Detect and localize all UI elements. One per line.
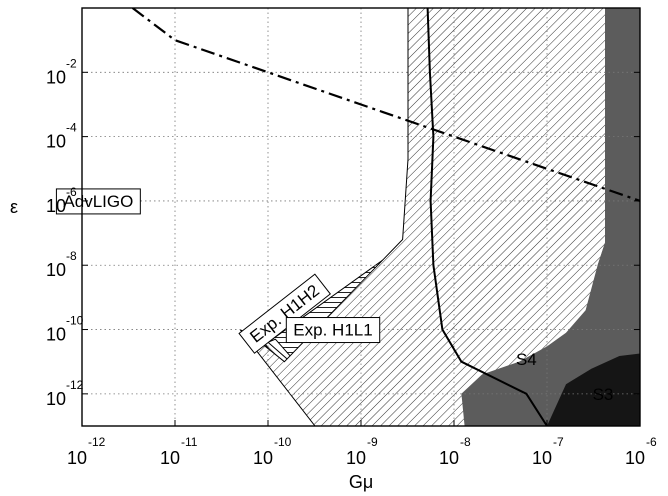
region-label-text: S3 [593, 385, 614, 404]
y-tick-exponent: -12 [66, 378, 84, 392]
y-tick-base: 10 [46, 132, 66, 152]
y-tick-label: 10-2 [46, 56, 77, 87]
y-tick-label: 10-12 [46, 378, 84, 409]
x-tick-exponent: -12 [88, 435, 106, 449]
x-tick-base: 10 [160, 448, 180, 468]
y-tick-label: 10-10 [46, 314, 84, 345]
x-tick-base: 10 [625, 448, 645, 468]
x-tick-exponent: -8 [460, 435, 471, 449]
x-tick-exponent: -9 [367, 435, 378, 449]
dash-dot-curve [131, 8, 640, 202]
region-label-box [285, 317, 381, 344]
region-label-text: AdvLIGO [63, 192, 133, 211]
region-label-s3: S3 [593, 385, 614, 404]
x-tick-exponent: -10 [274, 435, 292, 449]
region-label-box [55, 188, 141, 215]
y-tick-base: 10 [46, 67, 66, 87]
x-tick-label: 10-11 [160, 435, 198, 468]
y-tick-label: 10-6 [46, 185, 77, 216]
region-label-text: Exp. H1L1 [293, 321, 372, 340]
x-tick-label: 10-12 [67, 435, 106, 468]
x-tick-label: 10-8 [439, 435, 471, 468]
y-tick-exponent: -2 [66, 56, 77, 70]
y-tick-base: 10 [46, 325, 66, 345]
region-label-s4: S4 [516, 350, 537, 369]
x-tick-base: 10 [67, 448, 87, 468]
x-tick-exponent: -7 [553, 435, 564, 449]
x-tick-label: 10-9 [346, 435, 378, 468]
y-tick-base: 10 [46, 260, 66, 280]
region-label-exp-h1l1: Exp. H1L1 [285, 317, 381, 344]
x-tick-base: 10 [253, 448, 273, 468]
y-tick-exponent: -4 [66, 121, 77, 135]
region-label-text: S4 [516, 350, 537, 369]
y-tick-exponent: -6 [66, 185, 77, 199]
x-tick-base: 10 [346, 448, 366, 468]
x-tick-exponent: -11 [181, 435, 198, 449]
x-tick-base: 10 [439, 448, 459, 468]
x-tick-label: 10-10 [253, 435, 292, 468]
solid-curve [426, 8, 548, 426]
x-tick-label: 10-6 [625, 435, 657, 468]
x-axis-label: Gμ [349, 472, 373, 492]
region-s3 [547, 353, 640, 426]
y-tick-base: 10 [46, 196, 66, 216]
y-tick-label: 10-4 [46, 121, 77, 152]
y-axis-label: ε [10, 197, 18, 217]
y-tick-base: 10 [46, 389, 66, 409]
y-tick-exponent: -8 [66, 249, 77, 263]
region-label-advligo: AdvLIGO [55, 188, 141, 215]
y-tick-label: 10-8 [46, 249, 77, 280]
y-tick-exponent: -10 [66, 314, 84, 328]
x-tick-label: 10-7 [532, 435, 564, 468]
x-tick-exponent: -6 [646, 435, 657, 449]
x-tick-base: 10 [532, 448, 552, 468]
